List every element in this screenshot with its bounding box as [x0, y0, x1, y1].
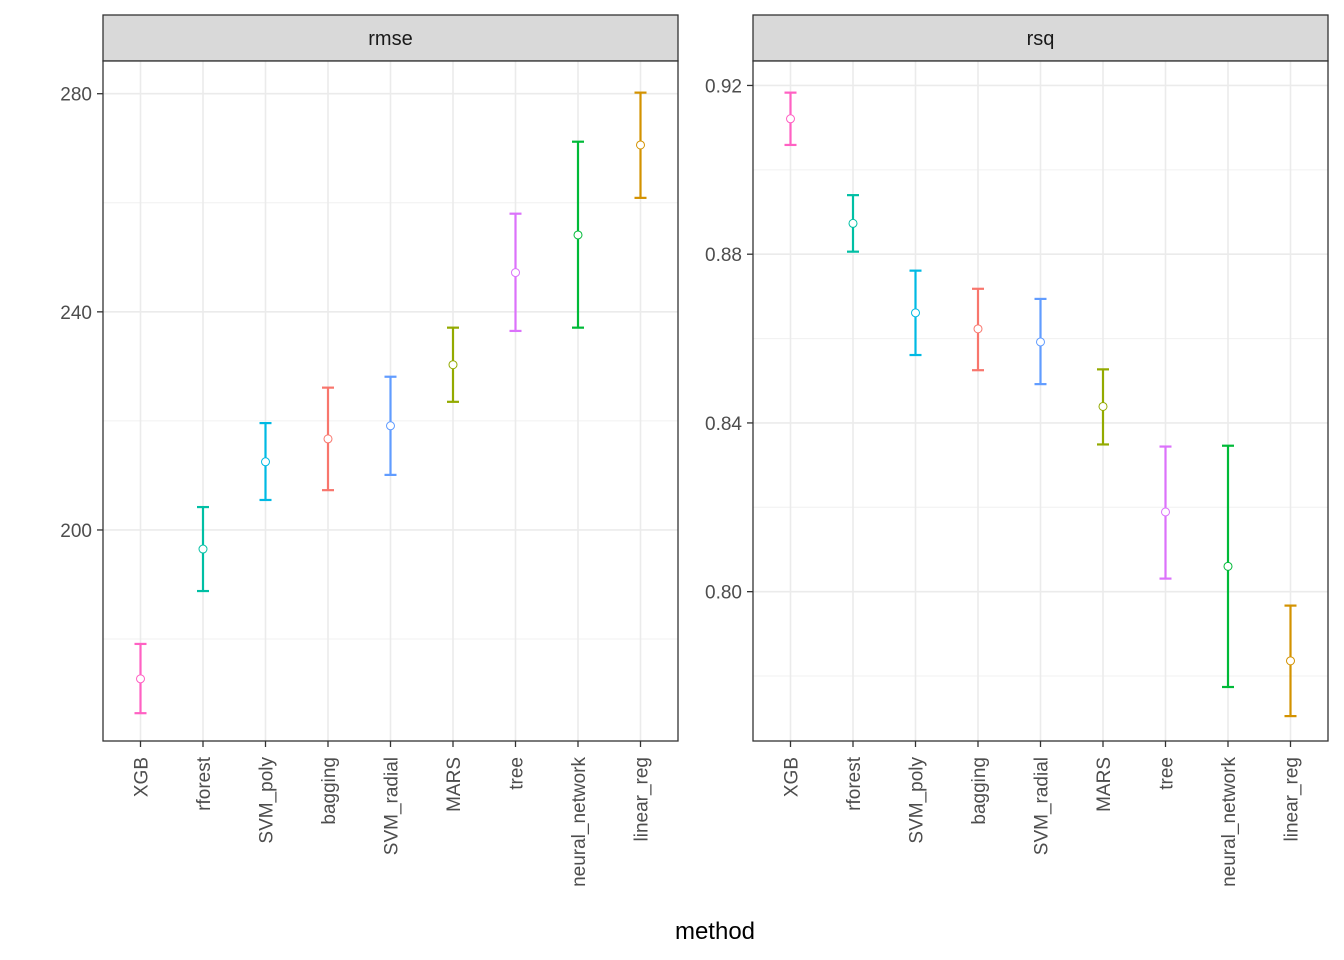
x-tick-label: neural_network — [1219, 757, 1240, 887]
errorbar-MARS — [1097, 368, 1109, 446]
mean-point — [448, 360, 458, 370]
mean-point — [573, 230, 583, 240]
y-tick-label: 200 — [60, 521, 92, 542]
mean-point — [511, 268, 520, 278]
strip-rsq — [752, 14, 1329, 62]
x-tick-label: XGB — [782, 757, 803, 797]
errorbar-rforest — [847, 194, 859, 253]
errorbar-rforest — [197, 505, 209, 593]
errorbar-neural_network — [1222, 444, 1234, 689]
x-tick-label: MARS — [1094, 757, 1115, 812]
errorbar-linear_reg — [634, 91, 647, 199]
x-tick-label: bagging — [319, 757, 340, 825]
errorbar-SVM_radial — [1034, 297, 1047, 386]
errorbar-SVM_poly — [259, 421, 272, 502]
errorbar-SVM_radial — [384, 375, 397, 476]
mean-point — [973, 324, 983, 334]
panel-rmse: rmse 200 240 280 XGB rforest SVM_poly bagging SV… — [60, 14, 679, 887]
errorbar-linear_reg — [1284, 604, 1297, 718]
mean-point — [848, 218, 858, 228]
x-tick-label: linear_reg — [632, 757, 653, 842]
errorbar-MARS — [447, 326, 459, 403]
errorbar-bagging — [322, 386, 334, 492]
mean-point — [198, 544, 208, 554]
panel-rsq: rsq 0.80 0.84 0.88 0.92 XGB rforest SVM_poly bag… — [705, 14, 1329, 887]
strip-rmse — [102, 14, 679, 62]
strip-label: rsq — [1027, 28, 1055, 50]
x-tick-label: neural_network — [569, 757, 590, 887]
mean-point — [386, 421, 395, 431]
errorbar-SVM_poly — [909, 269, 922, 357]
strip-label: rmse — [368, 28, 412, 50]
mean-point — [136, 674, 145, 684]
mean-point — [786, 114, 795, 124]
x-tick-label: MARS — [444, 757, 465, 812]
x-tick-label: XGB — [132, 757, 153, 797]
errorbar-XGB — [134, 642, 147, 715]
y-tick-label: 0.84 — [705, 414, 742, 435]
x-tick-label: SVM_radial — [1032, 757, 1053, 855]
y-tick-label: 280 — [60, 85, 92, 106]
mean-point — [1036, 337, 1045, 347]
errorbar-neural_network — [572, 140, 584, 329]
x-tick-label: tree — [507, 757, 528, 790]
y-tick-label: 240 — [60, 303, 92, 324]
mean-point — [1161, 507, 1170, 517]
errorbar-tree — [1159, 445, 1172, 580]
mean-point — [323, 434, 333, 444]
errorbar-bagging — [972, 287, 984, 372]
mean-point — [1098, 401, 1108, 411]
mean-point — [1286, 656, 1295, 666]
x-tick-label: bagging — [969, 757, 990, 825]
mean-point — [261, 457, 270, 467]
x-tick-label: tree — [1157, 757, 1178, 790]
x-tick-label: SVM_poly — [907, 757, 928, 844]
x-tick-label: linear_reg — [1282, 757, 1303, 842]
x-tick-label: rforest — [844, 756, 865, 811]
errorbar-tree — [509, 212, 522, 333]
mean-point — [911, 308, 920, 318]
errorbar-XGB — [784, 91, 797, 147]
y-tick-label: 0.80 — [705, 583, 742, 604]
x-axis-title: method — [675, 918, 755, 945]
x-tick-label: SVM_poly — [257, 757, 278, 844]
y-tick-label: 0.88 — [705, 245, 742, 266]
mean-point — [1223, 561, 1233, 571]
y-tick-label: 0.92 — [705, 76, 742, 97]
x-tick-label: SVM_radial — [382, 757, 403, 855]
mean-point — [636, 140, 645, 150]
x-tick-label: rforest — [194, 756, 215, 811]
